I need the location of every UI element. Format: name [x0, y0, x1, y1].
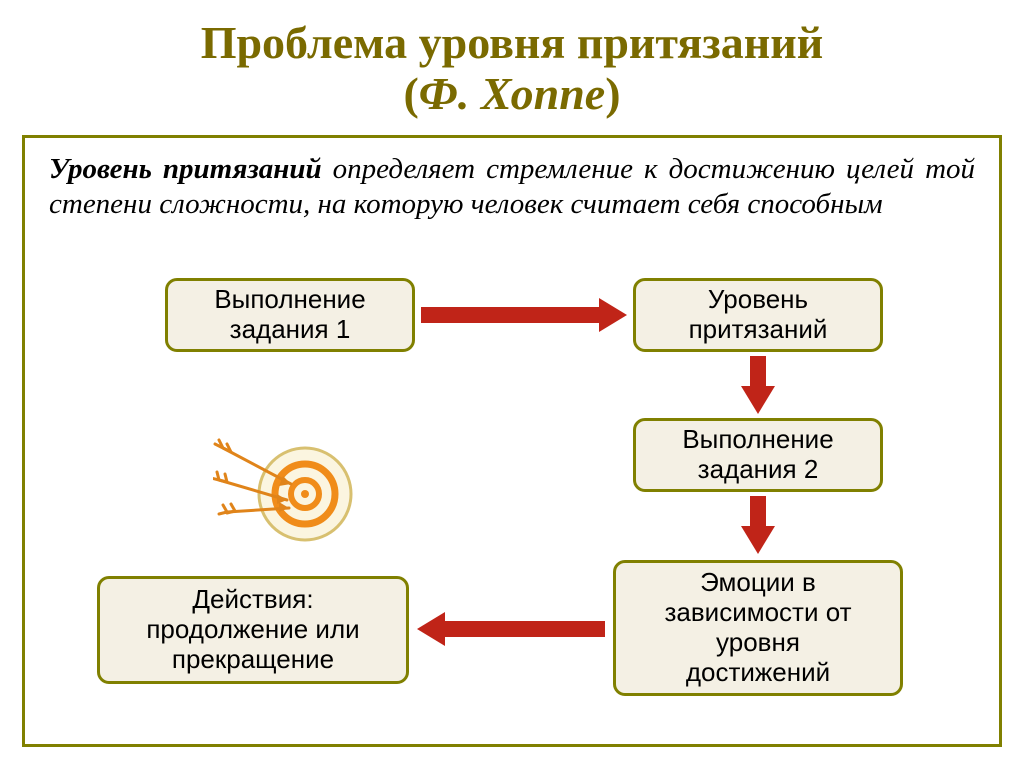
definition-term: Уровень притязаний	[49, 153, 322, 185]
title-line2: (Ф. Хоппе)	[403, 68, 620, 119]
flow-arrow-n4-n5	[417, 612, 605, 646]
flow-arrow-n3-n4	[741, 496, 775, 554]
flow-node-n4: Эмоции взависимости отуровнядостижений	[613, 560, 903, 696]
target-icon	[213, 408, 363, 558]
flow-node-n5: Действия:продолжение илипрекращение	[97, 576, 409, 684]
title-line1: Проблема уровня притязаний	[201, 17, 824, 68]
page-title: Проблема уровня притязаний(Ф. Хоппе)	[40, 18, 984, 119]
title-area: Проблема уровня притязаний(Ф. Хоппе)	[0, 0, 1024, 127]
slide: Проблема уровня притязаний(Ф. Хоппе) Уро…	[0, 0, 1024, 767]
flow-node-n3: Выполнениезадания 2	[633, 418, 883, 492]
flow-node-n1: Выполнениезадания 1	[165, 278, 415, 352]
flow-arrow-n2-n3	[741, 356, 775, 414]
flow-arrow-n1-n2	[421, 298, 627, 332]
title-author: Ф. Хоппе	[419, 68, 605, 119]
flowchart: Выполнениезадания 1 Уровеньпритязаний Выпо…	[25, 278, 999, 738]
flow-node-n2: Уровеньпритязаний	[633, 278, 883, 352]
definition-text: Уровень притязаний определяет стремление…	[49, 152, 975, 222]
content-frame: Уровень притязаний определяет стремление…	[22, 135, 1002, 747]
